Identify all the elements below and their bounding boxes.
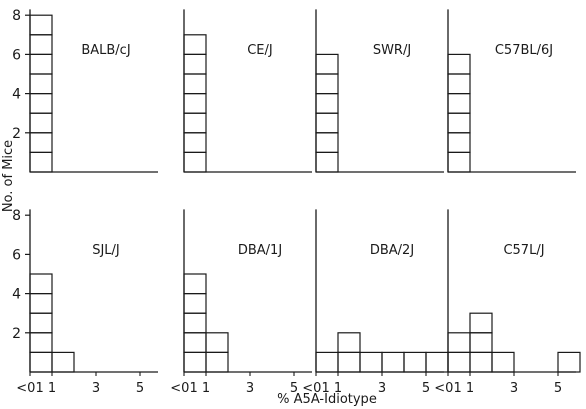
x-tick-label: <01 — [434, 381, 461, 396]
bar-cell — [51, 351, 75, 373]
bar-cell — [183, 151, 207, 173]
bar-cell — [315, 53, 339, 75]
x-tick-label: <01 — [302, 381, 329, 396]
bar-cell — [29, 273, 53, 295]
x-tick-label: <01 — [16, 381, 43, 396]
y-tick-label: 4 — [12, 287, 21, 303]
bar-cell — [315, 132, 339, 154]
x-tick-label: 5 — [290, 381, 298, 396]
panel-swr-j: SWR/J — [315, 9, 444, 173]
panel-title: DBA/1J — [238, 243, 282, 258]
bar-cell — [403, 351, 427, 373]
x-tick-label: 3 — [378, 381, 386, 396]
bar-cell — [315, 151, 339, 173]
bar-cell — [29, 332, 53, 353]
x-tick-label: 1 — [48, 381, 56, 396]
x-tick-label: 5 — [554, 381, 562, 396]
panel-c57l-j: <01 1 3 5 C57L/J — [434, 209, 581, 396]
bar-cell — [315, 92, 339, 114]
bar-cell — [381, 351, 405, 373]
bar-cell — [205, 351, 229, 373]
bar-cell — [447, 132, 471, 154]
bar-cell — [183, 73, 207, 95]
y-tick-label: 6 — [12, 247, 21, 263]
bar-cell — [469, 351, 493, 373]
bar-cell — [183, 293, 207, 314]
x-tick-label: 3 — [92, 381, 100, 396]
bar-cell — [447, 92, 471, 114]
panel-sjl-j: 2 4 6 8 <01 1 3 5 SJL/J — [12, 208, 158, 396]
bar-cell — [315, 112, 339, 134]
bar-cell — [29, 14, 53, 36]
bar-cell — [29, 293, 53, 314]
bar-cell — [183, 273, 207, 295]
panel-ce-j: CE/J — [183, 9, 312, 173]
bar-cell — [447, 112, 471, 134]
bar-cell — [29, 351, 53, 373]
y-tick-label: 8 — [12, 8, 21, 24]
bar-cell — [359, 351, 383, 373]
x-tick-label: 1 — [466, 381, 474, 396]
panel-title: C57BL/6J — [495, 43, 553, 58]
bar-cell — [447, 73, 471, 95]
bar-cell — [469, 332, 493, 353]
panel-title: C57L/J — [503, 243, 544, 258]
y-tick-label: 2 — [12, 326, 21, 342]
bar-cell — [469, 312, 493, 334]
x-tick-label: 1 — [202, 381, 210, 396]
bar-cell — [337, 351, 361, 373]
bar-cell — [183, 112, 207, 134]
bar-cell — [183, 92, 207, 114]
bar-cell — [447, 53, 471, 75]
bar-cell — [183, 332, 207, 353]
bar-cell — [29, 312, 53, 334]
y-tick-label: 2 — [12, 126, 21, 142]
panel-c57bl-6j: C57BL/6J — [447, 9, 576, 173]
bar-cell — [183, 132, 207, 154]
x-tick-label: 3 — [510, 381, 518, 396]
x-tick-label: 1 — [334, 381, 342, 396]
x-tick-label: 3 — [246, 381, 254, 396]
y-tick-label: 4 — [12, 87, 21, 103]
bar-cell — [183, 312, 207, 334]
bar-cell — [29, 73, 53, 95]
bar-cell — [29, 132, 53, 154]
bar-cell — [337, 332, 361, 353]
bar-cell — [29, 112, 53, 134]
x-axis-label: % A5A-Idiotype — [277, 392, 377, 407]
bar-cell — [29, 151, 53, 173]
panel-title: SWR/J — [373, 43, 411, 58]
bar-cell — [425, 351, 449, 373]
bar-cell — [29, 92, 53, 114]
bar-cell — [447, 151, 471, 173]
panel-title: CE/J — [247, 43, 273, 58]
y-axis-label: No. of Mice — [1, 140, 16, 212]
bar-cell — [29, 53, 53, 75]
bar-cell — [183, 53, 207, 75]
x-tick-label: 5 — [422, 381, 430, 396]
bar-cell — [183, 34, 207, 55]
bar-cell — [205, 332, 229, 353]
panel-title: SJL/J — [92, 243, 120, 258]
bar-cell — [315, 73, 339, 95]
bar-cell — [29, 34, 53, 55]
bar-cell — [183, 351, 207, 373]
bar-cell — [447, 351, 471, 373]
bar-cell — [447, 332, 471, 353]
panel-dba-1j: <01 1 3 5 DBA/1J — [170, 209, 312, 396]
panel-balb-cj: 2 4 6 8 BALB/cJ — [12, 8, 158, 173]
bar-cell — [315, 351, 339, 373]
bar-cell — [557, 351, 581, 373]
y-tick-label: 6 — [12, 47, 21, 63]
y-tick-label: 8 — [12, 208, 21, 224]
panel-title: BALB/cJ — [81, 43, 130, 58]
x-tick-label: <01 — [170, 381, 197, 396]
panel-title: DBA/2J — [370, 243, 414, 258]
x-tick-label: 5 — [136, 381, 144, 396]
bar-cell — [491, 351, 515, 373]
panel-dba-2j: <01 1 3 5 DBA/2J — [302, 209, 449, 396]
